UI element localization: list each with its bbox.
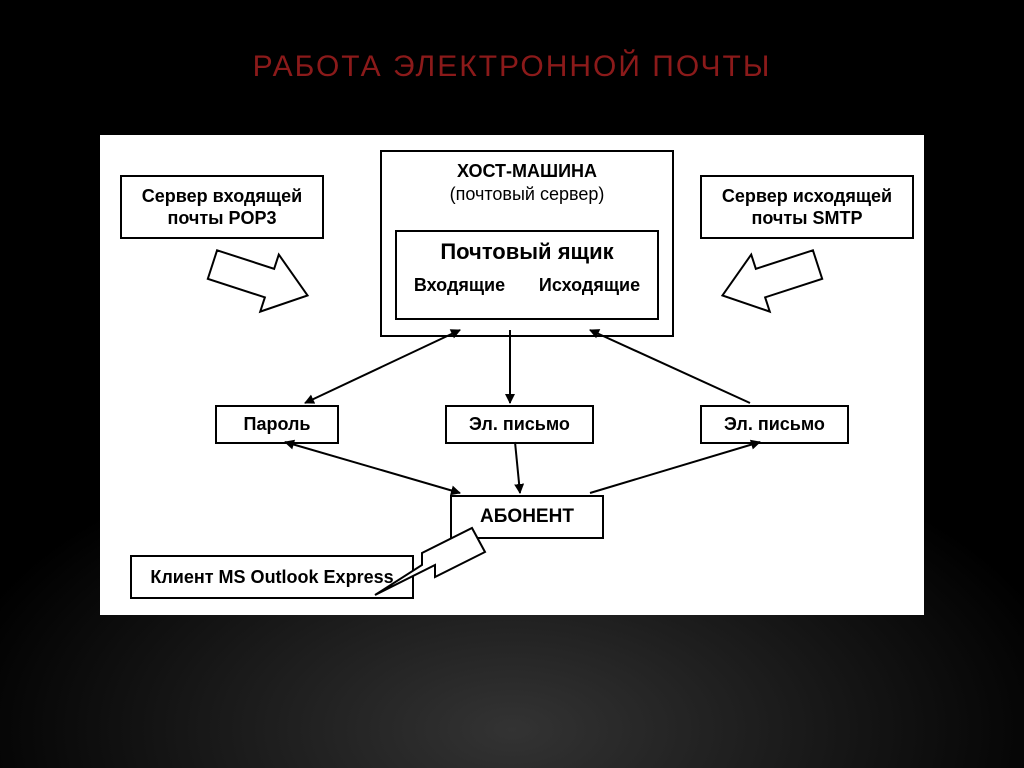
- node-email-down: Эл. письмо: [445, 405, 594, 444]
- mailbox-title: Почтовый ящик: [440, 238, 613, 266]
- node-password: Пароль: [215, 405, 339, 444]
- node-smtp-server: Сервер исходящейпочты SMTP: [700, 175, 914, 239]
- node-pop3-server: Сервер входящейпочты POP3: [120, 175, 324, 239]
- host-title-1: ХОСТ-МАШИНА: [457, 160, 597, 183]
- slide-background: РАБОТА ЭЛЕКТРОННОЙ ПОЧТЫ Сервер входящей…: [0, 0, 1024, 768]
- node-subscriber: АБОНЕНТ: [450, 495, 604, 539]
- node-client: Клиент MS Outlook Express: [130, 555, 414, 599]
- diagram-panel: Сервер входящейпочты POP3 Сервер исходящ…: [100, 135, 924, 615]
- host-title-2: (почтовый сервер): [450, 183, 605, 206]
- node-mailbox: Почтовый ящик Входящие Исходящие: [395, 230, 659, 320]
- node-email-up: Эл. письмо: [700, 405, 849, 444]
- mailbox-inbox-label: Входящие: [414, 274, 505, 297]
- slide-title: РАБОТА ЭЛЕКТРОННОЙ ПОЧТЫ: [0, 50, 1024, 84]
- mailbox-outbox-label: Исходящие: [539, 274, 640, 297]
